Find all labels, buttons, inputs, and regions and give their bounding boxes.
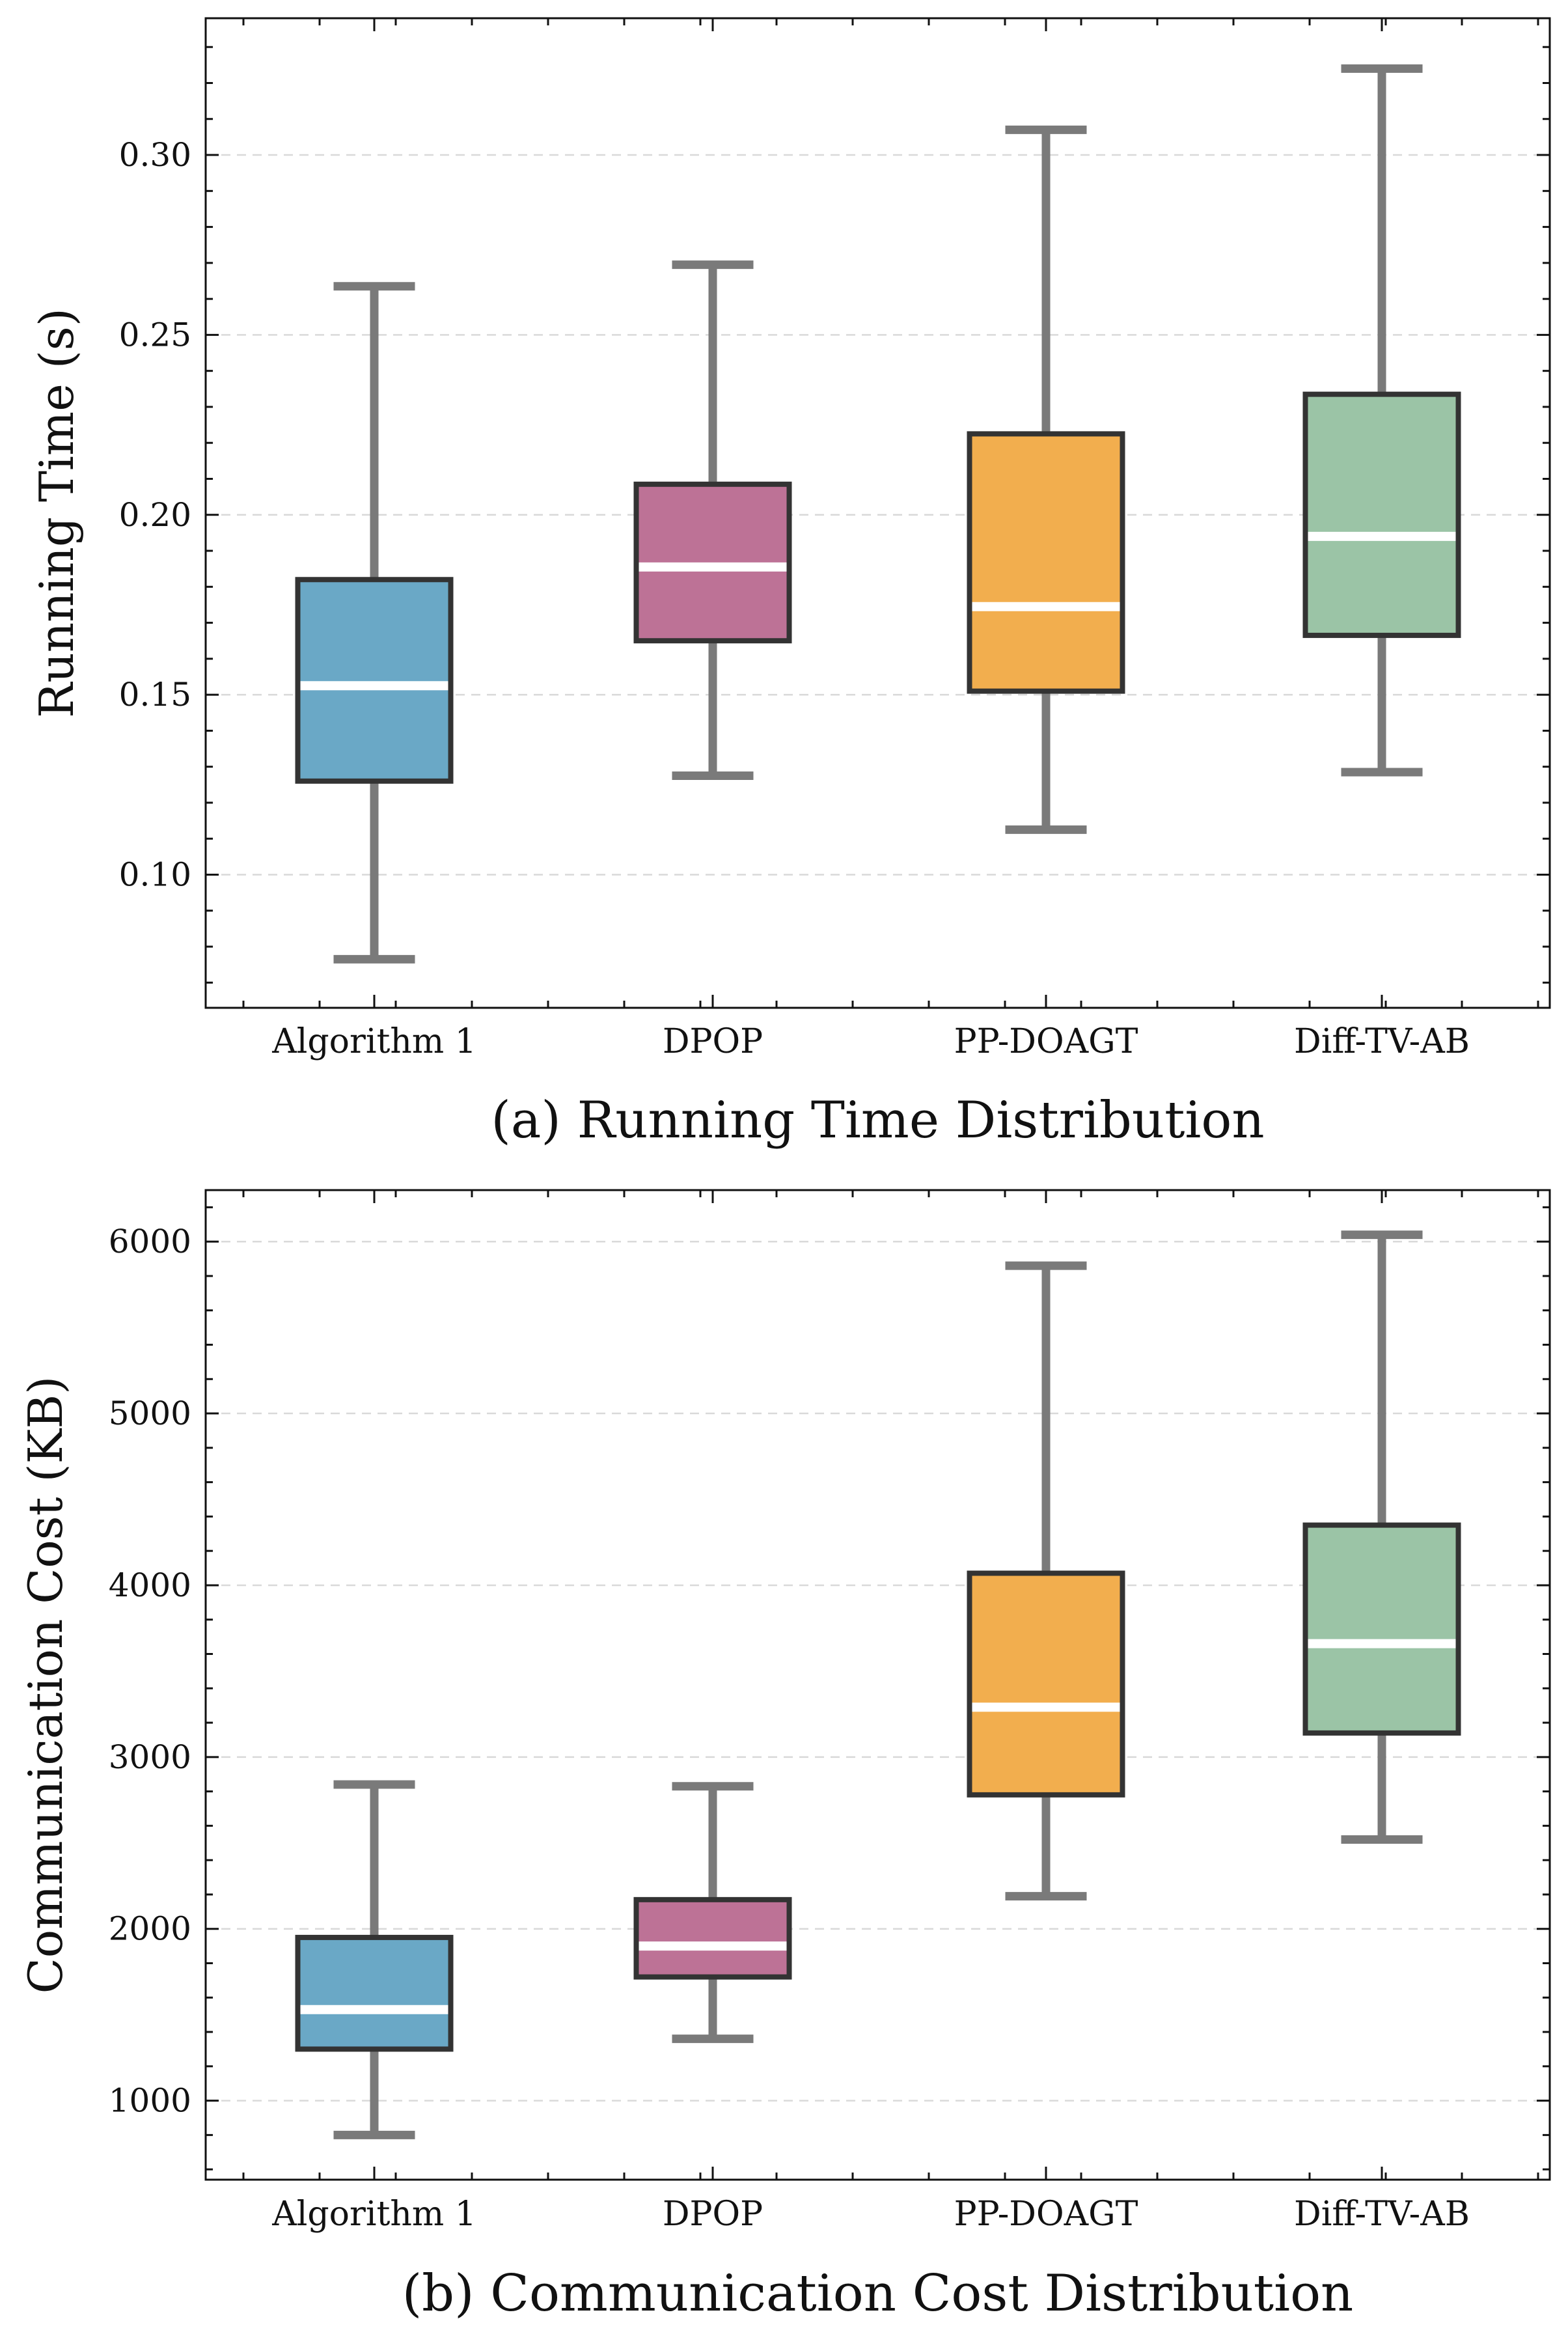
iqr-box: [295, 1934, 454, 2052]
y-tick-label: 0.20: [119, 496, 191, 534]
iqr-box: [1302, 1522, 1461, 1736]
iqr-box: [295, 577, 454, 784]
x-tick-label-algorithm-1: Algorithm 1: [271, 1022, 476, 1061]
y-tick-label: 0.15: [119, 676, 191, 714]
iqr-box: [967, 431, 1125, 694]
y-tick-label: 1000: [109, 2082, 191, 2120]
box-dpop: [633, 1782, 792, 2044]
y-tick-label: 4000: [109, 1566, 191, 1604]
box-pp-doagt: [967, 125, 1125, 834]
x-tick-label-algorithm-1: Algorithm 1: [271, 2195, 476, 2234]
chart-title: (a) Running Time Distribution: [491, 1091, 1264, 1150]
chart-title: (b) Communication Cost Distribution: [402, 2264, 1354, 2323]
y-axis-title: Running Time (s): [29, 308, 84, 718]
y-tick-label: 5000: [109, 1395, 191, 1432]
box-diff-tv-ab: [1302, 1230, 1461, 1844]
box-algorithm-1: [295, 282, 454, 964]
x-tick-label-diff-tv-ab: Diff-TV-AB: [1294, 2195, 1470, 2234]
iqr-box: [967, 1570, 1125, 1798]
y-tick-label: 3000: [109, 1738, 191, 1776]
y-tick-label: 6000: [109, 1223, 191, 1260]
panel-running-time: 0.10 0.15 0.20 0.25 0.30 Algorithm 1 DPOP PP-DO…: [29, 17, 1551, 1150]
x-tick-label-pp-doagt: PP-DOAGT: [954, 1022, 1138, 1061]
axes-frame: [204, 17, 1551, 1009]
y-tick-label: 0.25: [119, 316, 191, 354]
iqr-box: [1302, 391, 1461, 638]
x-tick-label-dpop: DPOP: [663, 2195, 763, 2234]
iqr-box: [633, 1896, 792, 1980]
box-dpop: [633, 260, 792, 780]
y-tick-label: 0.30: [119, 136, 191, 174]
x-tick-label-diff-tv-ab: Diff-TV-AB: [1294, 1022, 1470, 1061]
x-tick-label-pp-doagt: PP-DOAGT: [954, 2195, 1138, 2234]
y-tick-label: 2000: [109, 1910, 191, 1948]
box-pp-doagt: [967, 1261, 1125, 1901]
x-tick-label-dpop: DPOP: [663, 1022, 763, 1061]
box-algorithm-1: [295, 1780, 454, 2139]
box-diff-tv-ab: [1302, 64, 1461, 777]
axes-frame: [204, 1189, 1551, 2181]
y-tick-label: 0.10: [119, 855, 191, 893]
panel-communication-cost: 1000 2000 3000 4000 5000 6000 Algorithm 1 DPOP P…: [18, 1189, 1551, 2323]
y-axis-title: Communication Cost (KB): [18, 1376, 73, 1994]
